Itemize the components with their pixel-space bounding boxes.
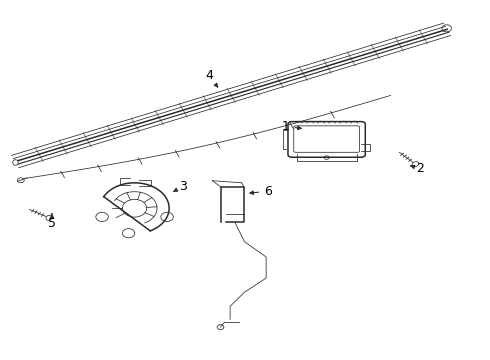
Text: 2: 2 [411,162,424,175]
FancyBboxPatch shape [288,122,365,157]
FancyBboxPatch shape [294,126,360,152]
Ellipse shape [46,215,52,220]
Text: 4: 4 [205,69,218,87]
Text: 5: 5 [48,214,56,230]
Text: 1: 1 [282,120,301,133]
Text: 3: 3 [173,180,187,193]
Ellipse shape [412,162,419,167]
Text: 6: 6 [250,185,272,198]
